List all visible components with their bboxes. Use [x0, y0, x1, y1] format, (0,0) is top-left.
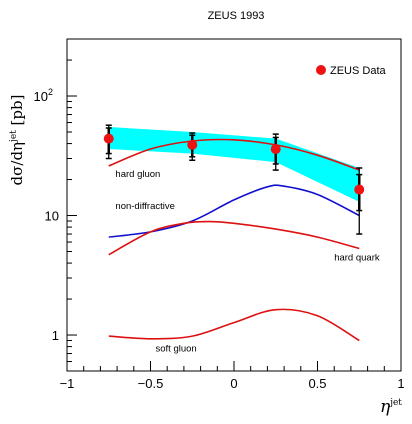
chart-title: ZEUS 1993: [208, 10, 265, 22]
uncertainty-band: [108, 127, 360, 202]
x-tick-label: 0.5: [308, 376, 326, 391]
legend-label: ZEUS Data: [330, 65, 387, 77]
y-tick-label-exponent: 2: [48, 87, 53, 97]
data-point: [103, 133, 114, 144]
x-tick-label: 0: [230, 376, 237, 391]
y-axis-label-unit: [pb]: [8, 95, 26, 131]
y-axis-label: dσ/dηjet [pb]: [8, 95, 26, 186]
annotation-non-diffractive: non-diffractive: [115, 201, 174, 212]
annotation-soft-gluon: soft gluon: [156, 343, 197, 354]
x-axis-label-sup: jet: [389, 398, 402, 408]
legend: ZEUS Data: [316, 65, 387, 77]
x-tick-label: 1: [397, 376, 404, 391]
y-tick-label: 1: [52, 328, 59, 343]
curve-hard-gluon: [108, 138, 360, 171]
curve-hard-quark: [108, 220, 360, 256]
plot-area: hard gluon non-diffractive hard quark soft …: [103, 124, 380, 354]
y-tick-label: 102: [34, 87, 53, 104]
x-axis-label: ηjet: [380, 397, 402, 417]
curve-soft-gluon: [108, 308, 360, 342]
y-axis-label-sup: jet: [9, 130, 19, 143]
x-tick-label: −1: [60, 376, 75, 391]
x-axis-label-main: η: [380, 397, 391, 417]
y-tick-label: 10: [45, 209, 59, 224]
legend-marker: [316, 65, 326, 75]
data-point: [270, 144, 281, 155]
annotation-hard-gluon: hard gluon: [115, 169, 160, 180]
data-point: [354, 184, 365, 195]
y-axis-label-main: dσ/dη: [8, 142, 26, 185]
annotation-hard-quark: hard quark: [334, 253, 380, 264]
data-point: [187, 139, 198, 150]
x-tick-label: −0.5: [138, 376, 164, 391]
